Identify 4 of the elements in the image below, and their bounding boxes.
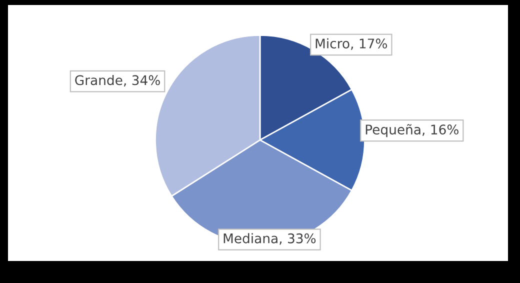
slice-label: Pequeña, 16% xyxy=(366,124,458,138)
slice-label: Grande, 34% xyxy=(75,74,160,87)
slice-label: Mediana, 33% xyxy=(224,233,316,245)
slice-label: Micro, 17% xyxy=(316,38,388,50)
